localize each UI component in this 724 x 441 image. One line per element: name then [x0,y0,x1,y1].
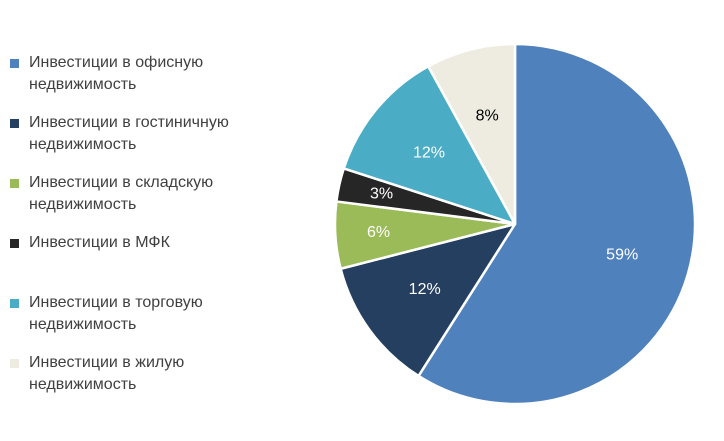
legend-label: Инвестиции в складскую недвижимость [29,174,214,213]
legend-swatch [10,119,19,128]
legend-swatch [10,59,19,68]
slice-data-label: 6% [367,224,390,241]
legend-swatch [10,299,19,308]
pie-slice [427,42,517,226]
legend-swatch [10,179,19,188]
pie-slice [417,42,697,406]
legend-item: Инвестиции в гостиничную недвижимость [10,112,274,156]
legend-item: Инвестиции в офисную недвижимость [10,52,274,96]
legend-item: Инвестиции в торговую недвижимость [10,292,274,336]
legend-item: Инвестиции в складскую недвижимость [10,172,274,216]
slice-data-label: 8% [476,107,499,124]
legend-item: Инвестиции в жилую недвижимость [10,352,274,396]
pie-slice [342,65,517,226]
legend-label: Инвестиции в гостиничную недвижимость [29,114,229,153]
pie-slice [339,222,517,378]
legend-label: Инвестиции в торговую недвижимость [29,294,203,333]
legend-swatch [10,359,19,368]
slice-data-label: 12% [409,281,441,298]
slice-data-label: 3% [370,186,393,203]
legend-item: Инвестиции в МФК [10,232,274,254]
slice-data-label: 12% [413,144,445,161]
slice-data-label: 59% [606,247,638,264]
legend-label: Инвестиции в МФК [29,234,170,251]
legend-swatch [10,239,19,248]
legend-label: Инвестиции в жилую недвижимость [29,354,185,393]
legend-label: Инвестиции в офисную недвижимость [29,54,204,93]
